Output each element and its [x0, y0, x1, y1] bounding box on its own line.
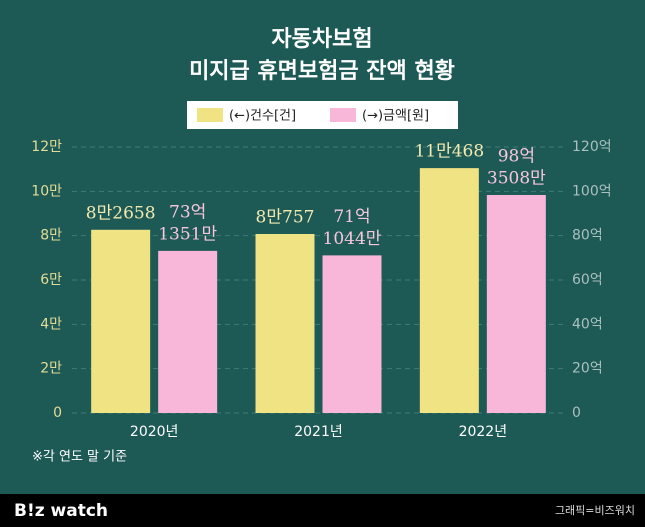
- legend-swatch: [330, 108, 356, 122]
- value-label: 71억: [333, 207, 370, 227]
- chart-title: 미지급 휴면보험금 잔액 현황: [189, 58, 455, 84]
- value-label: 1351만: [158, 224, 217, 244]
- bar: [486, 194, 546, 413]
- source: 그래픽=비즈워치: [555, 504, 635, 517]
- y2-tick-label: 40억: [572, 316, 603, 332]
- x-tick-label: 2021년: [294, 424, 343, 440]
- bar: [255, 233, 315, 413]
- value-label: 1044만: [323, 229, 382, 249]
- y-tick-label: 12만: [31, 139, 62, 155]
- y2-tick-label: 60억: [572, 272, 603, 288]
- bar: [158, 250, 218, 413]
- footer-bar: [0, 494, 645, 527]
- y2-tick-label: 0: [572, 405, 581, 421]
- bar: [91, 229, 151, 413]
- bar: [419, 168, 479, 413]
- logo: B!z watch: [14, 501, 108, 521]
- value-label: 8만2658: [86, 203, 156, 223]
- y-tick-label: 6만: [40, 272, 62, 288]
- y-tick-label: 0: [53, 405, 62, 421]
- y-tick-label: 10만: [31, 183, 62, 199]
- x-tick-label: 2020년: [130, 424, 179, 440]
- legend-label: (→)금액[원]: [362, 109, 429, 124]
- y-tick-label: 2만: [40, 361, 62, 377]
- note: ※각 연도 말 기준: [32, 450, 127, 465]
- legend-label: (←)건수[건]: [229, 109, 296, 124]
- y2-tick-label: 120억: [572, 139, 612, 155]
- x-tick-label: 2022년: [459, 424, 508, 440]
- legend-box: [187, 101, 458, 129]
- value-label: 73억: [169, 202, 206, 222]
- bar: [322, 255, 382, 413]
- y2-tick-label: 80억: [572, 228, 603, 244]
- value-label: 98억: [498, 146, 535, 166]
- y2-tick-label: 20억: [572, 361, 603, 377]
- value-label: 11만468: [414, 142, 484, 162]
- chart-title: 자동차보험: [271, 26, 372, 52]
- value-label: 8만757: [256, 207, 315, 227]
- y2-tick-label: 100억: [572, 183, 612, 199]
- y-tick-label: 8만: [40, 228, 62, 244]
- value-label: 3508만: [487, 168, 546, 188]
- legend-swatch: [197, 108, 223, 122]
- y-tick-label: 4만: [40, 316, 62, 332]
